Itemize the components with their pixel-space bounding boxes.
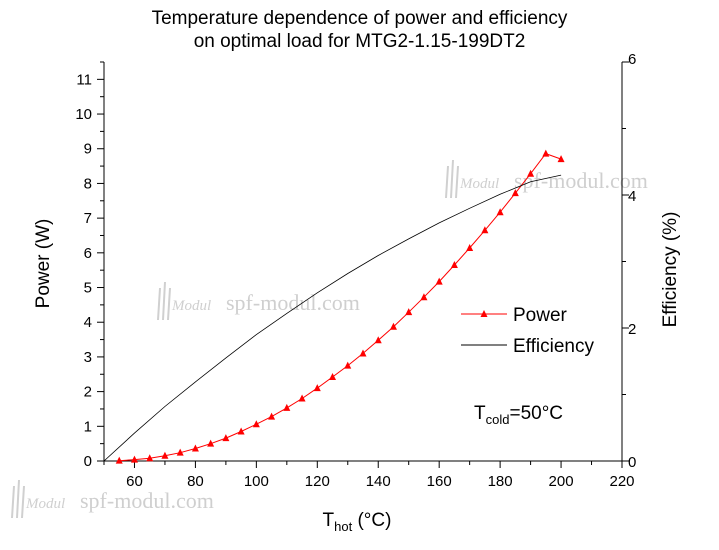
data-point-power — [115, 456, 123, 464]
data-point-power — [298, 394, 306, 402]
legend-label-power: Power — [513, 305, 568, 326]
y-axis-left-label: Power (W) — [33, 219, 54, 309]
series-layer — [103, 149, 565, 464]
watermark-1: Modul spf-modul.com — [445, 159, 648, 199]
series-line-efficiency — [103, 174, 562, 462]
watermark-logo-text: Modul — [459, 176, 499, 192]
data-point-power — [466, 243, 474, 251]
x-tick-label: 220 — [609, 473, 634, 490]
watermark-logo-icon — [445, 159, 459, 199]
y-left-tick-label: 2 — [84, 384, 92, 401]
data-point-power — [283, 403, 291, 411]
watermark-logo-text: Modul — [171, 298, 211, 314]
legend: Power Efficiency — [461, 305, 594, 357]
y-axis-right-label: Efficiency (%) — [660, 212, 681, 328]
data-point-power — [389, 322, 397, 330]
y-right-tick-label: 2 — [628, 321, 636, 338]
annotation-tcold: Tcold=50°C — [474, 403, 563, 427]
series-line-power — [119, 153, 562, 462]
x-tick-label: 200 — [549, 473, 574, 490]
data-point-power — [207, 439, 215, 447]
watermark-text: spf-modul.com — [80, 488, 214, 513]
x-tick-label: 140 — [366, 473, 391, 490]
legend-label-efficiency: Efficiency — [513, 336, 594, 357]
legend-marker-power — [480, 310, 488, 317]
data-point-power — [191, 444, 199, 452]
watermark-2: Modul spf-modul.com — [157, 281, 360, 321]
y-left-tick-label: 4 — [84, 314, 92, 331]
x-tick-label: 80 — [187, 473, 204, 490]
data-point-power — [130, 455, 138, 463]
x-tick-label: 180 — [488, 473, 513, 490]
y-left-tick-label: 1 — [84, 418, 92, 435]
data-point-power — [146, 454, 154, 462]
data-point-power — [405, 308, 413, 316]
chart-title-line-1: Temperature dependence of power and effi… — [151, 8, 568, 29]
watermark-logo-icon — [11, 479, 25, 519]
data-point-power — [481, 226, 489, 234]
data-point-power — [450, 260, 458, 268]
y-left-tick-label: 0 — [84, 453, 92, 470]
watermarks: Modul spf-modul.com Modul spf-modul.com Modu… — [11, 159, 648, 519]
axes: 60 80 100 120 140 160 180 200 220 0 1 2 3 4 5 6 7 8 9 10 11 0… — [33, 51, 681, 534]
watermark-logo-text: Modul — [25, 496, 65, 512]
data-point-power — [329, 373, 337, 381]
data-point-power — [237, 427, 245, 435]
data-point-power — [527, 169, 535, 177]
data-point-power — [420, 293, 428, 301]
y-left-tick-label: 5 — [84, 280, 92, 297]
x-tick-label: 160 — [427, 473, 452, 490]
data-point-power — [161, 451, 169, 459]
y-left-tick-label: 10 — [75, 106, 92, 123]
y-left-tick-label: 9 — [84, 141, 92, 158]
data-point-power — [511, 189, 519, 197]
data-point-power — [374, 336, 382, 344]
y-right-tick-label: 0 — [628, 454, 636, 471]
data-point-power — [176, 448, 184, 456]
data-point-power — [344, 361, 352, 369]
y-right-tick-label: 4 — [628, 188, 636, 205]
data-point-power — [313, 384, 321, 392]
data-point-power — [557, 155, 565, 163]
annotation: Tcold=50°C — [474, 403, 563, 427]
x-tick-label: 120 — [305, 473, 330, 490]
y-left-tick-label: 3 — [84, 349, 92, 366]
data-point-power — [496, 208, 504, 216]
watermark-3: Modul spf-modul.com — [11, 479, 214, 519]
watermark-logo-icon — [157, 281, 171, 321]
chart-title-line-2: on optimal load for MTG2-1.15-199DT2 — [193, 31, 526, 52]
x-axis-label: Thot (°C) — [323, 510, 392, 534]
x-tick-label: 100 — [244, 473, 269, 490]
data-point-power — [222, 434, 230, 442]
watermark-text: spf-modul.com — [226, 290, 360, 315]
y-left-tick-label: 6 — [84, 245, 92, 262]
data-point-power — [435, 277, 443, 285]
data-point-power — [359, 349, 367, 357]
y-left-tick-label: 7 — [84, 210, 92, 227]
y-left-tick-label: 8 — [84, 175, 92, 192]
y-right-tick-label: 6 — [628, 51, 636, 68]
data-point-power — [252, 420, 260, 428]
data-point-power — [542, 149, 550, 157]
data-point-power — [268, 412, 276, 420]
x-tick-label: 60 — [126, 473, 143, 490]
y-left-tick-label: 11 — [76, 71, 92, 88]
